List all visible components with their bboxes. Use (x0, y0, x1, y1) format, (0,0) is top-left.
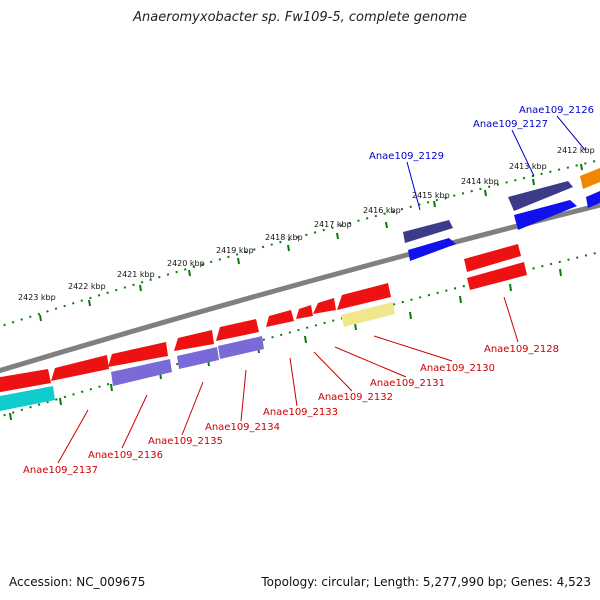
tick-label-2422: 2422 kbp (68, 282, 106, 291)
gene-anae109-2126 (580, 168, 600, 189)
gene-label-anae109-2137: Anae109_2137 (23, 465, 98, 476)
gene-anae109-2127-blue (514, 200, 577, 230)
gene-label-anae109-2132: Anae109_2132 (318, 392, 393, 403)
tick-label-2414: 2414 kbp (461, 177, 499, 186)
gene-label-anae109-2131: Anae109_2131 (370, 378, 445, 389)
gene-anae109-2134 (216, 319, 259, 341)
inner-major-ticks (9, 268, 562, 421)
gene-left-red (0, 369, 51, 393)
tick-label-2420: 2420 kbp (167, 259, 205, 268)
gene-label-anae109-2126: Anae109_2126 (519, 105, 594, 116)
genome-summary-text: Topology: circular; Length: 5,277,990 bp… (261, 575, 591, 589)
gene-anae109-2135-lav (177, 347, 219, 369)
gene-anae109-2132 (296, 305, 313, 319)
tick-label-2415: 2415 kbp (412, 191, 450, 200)
tick-label-2423: 2423 kbp (18, 293, 56, 302)
gene-anae109-2127 (508, 181, 573, 211)
gene-left-cyan (0, 386, 55, 411)
gene-anae109-2136 (108, 342, 168, 367)
tick-label-2421: 2421 kbp (117, 270, 155, 279)
gene-anae109-2128-a (464, 244, 521, 272)
gene-anae109-2129 (403, 220, 453, 243)
gene-anae109-2136-lav (111, 359, 172, 386)
gene-anae109-2130-yellow (341, 302, 395, 327)
tick-label-2413: 2413 kbp (509, 162, 547, 171)
gene-anae109-2129-blue (408, 238, 456, 261)
gene-label-anae109-2128: Anae109_2128 (484, 344, 559, 355)
gene-anae109-2137 (51, 355, 109, 381)
gene-anae109-2133 (266, 310, 294, 327)
forward-genes-upper (403, 168, 600, 261)
gene-anae109-2128-b (467, 262, 527, 290)
top-label-leaders (406, 115, 586, 211)
gene-label-anae109-2127: Anae109_2127 (473, 119, 548, 130)
outer-major-ticks (39, 163, 583, 322)
gene-anae109-2131 (313, 298, 336, 314)
tick-label-2416: 2416 kbp (363, 206, 401, 215)
gene-label-anae109-2135: Anae109_2135 (148, 436, 223, 447)
map-title: Anaeromyxobacter sp. Fw109-5, complete g… (133, 10, 467, 25)
gene-label-anae109-2134: Anae109_2134 (205, 422, 280, 433)
tick-label-2419: 2419 kbp (216, 246, 254, 255)
gene-label-anae109-2129: Anae109_2129 (369, 151, 444, 162)
gene-anae109-2130 (337, 283, 391, 310)
tick-label-2412: 2412 kbp (557, 146, 595, 155)
gene-label-anae109-2130: Anae109_2130 (420, 363, 495, 374)
tick-label-2417: 2417 kbp (314, 220, 352, 229)
genome-backbone (0, 202, 600, 374)
gene-anae109-2134-lav (218, 336, 264, 359)
gene-anae109-2135 (174, 330, 214, 351)
gene-anae109-2126-blue (586, 191, 600, 208)
gene-label-anae109-2136: Anae109_2136 (88, 450, 163, 461)
tick-label-2418: 2418 kbp (265, 233, 303, 242)
red-gene-row (0, 244, 527, 411)
outer-tick-track (0, 159, 600, 328)
accession-text: Accession: NC_009675 (9, 575, 146, 589)
bottom-label-leaders (57, 296, 519, 464)
gene-label-anae109-2133: Anae109_2133 (263, 407, 338, 418)
